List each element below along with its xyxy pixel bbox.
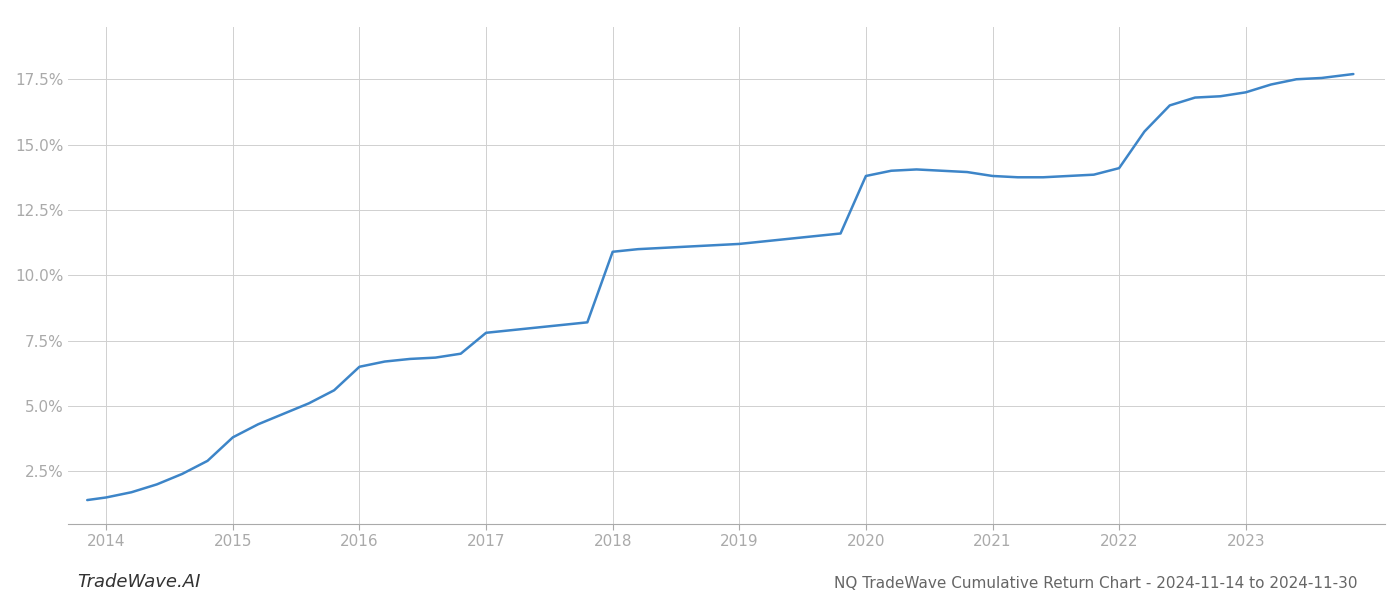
Text: NQ TradeWave Cumulative Return Chart - 2024-11-14 to 2024-11-30: NQ TradeWave Cumulative Return Chart - 2… [834, 576, 1358, 591]
Text: TradeWave.AI: TradeWave.AI [77, 573, 200, 591]
